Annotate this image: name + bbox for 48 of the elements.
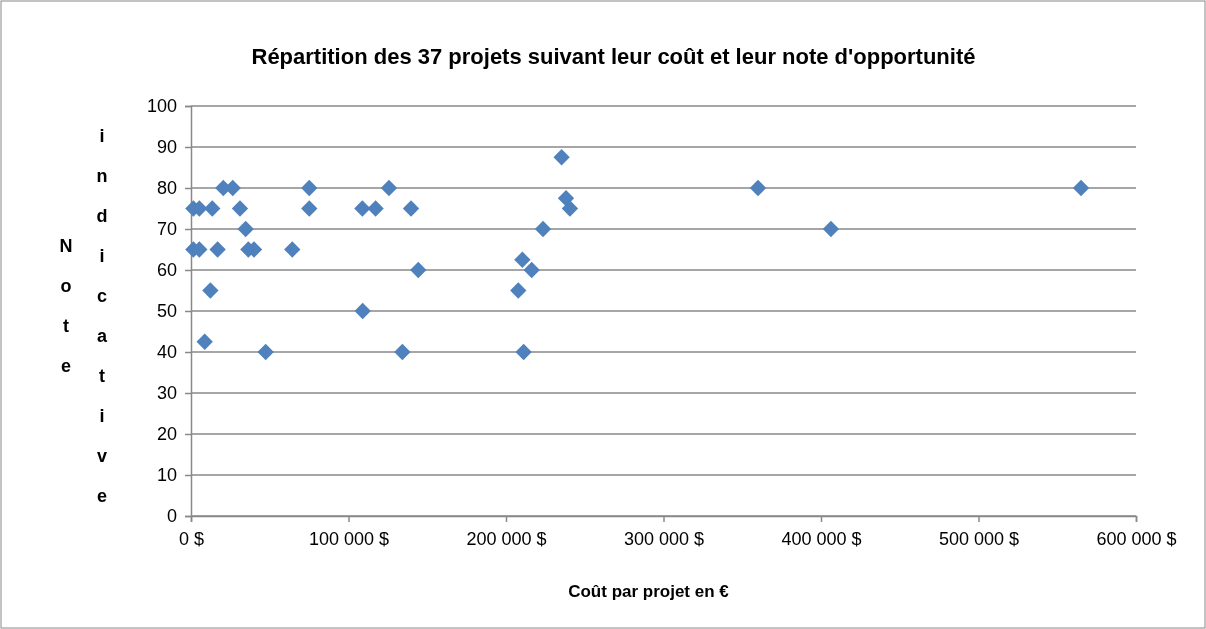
y-tick-label: 20 xyxy=(156,424,177,445)
y-tick-label: 0 xyxy=(166,506,177,527)
y-tick-label: 90 xyxy=(156,137,177,158)
x-tick-label: 400 000 $ xyxy=(781,528,862,549)
x-tick-label: 600 000 $ xyxy=(1096,528,1177,549)
y-tick-label: 70 xyxy=(156,219,177,240)
point xyxy=(394,343,411,361)
point xyxy=(231,200,249,217)
point xyxy=(510,282,527,299)
point xyxy=(202,282,219,299)
point xyxy=(822,220,840,238)
x-axis-title: Coût par projet en € xyxy=(568,582,730,601)
point xyxy=(301,179,318,197)
y-tick-label: 50 xyxy=(156,301,177,322)
point xyxy=(523,261,540,279)
x-tick-label: 300 000 $ xyxy=(623,528,705,549)
y-tick-label: 40 xyxy=(156,342,177,363)
point xyxy=(561,200,579,217)
y-tick-label: 60 xyxy=(156,260,177,281)
point xyxy=(402,200,420,217)
point xyxy=(354,302,371,320)
x-tick-label: 100 000 $ xyxy=(308,528,390,549)
y-tick-label: 10 xyxy=(156,465,177,486)
point xyxy=(367,200,384,217)
point xyxy=(380,179,398,197)
point xyxy=(1072,179,1090,197)
y-tick-label: 30 xyxy=(156,383,177,404)
point xyxy=(534,220,552,238)
point xyxy=(354,200,371,217)
point xyxy=(410,261,427,279)
point xyxy=(257,343,274,361)
point xyxy=(209,241,226,258)
y-tick-label: 80 xyxy=(156,178,177,199)
point xyxy=(237,220,254,238)
point xyxy=(284,241,301,258)
y-axis-title: Note indicative xyxy=(55,126,113,526)
point xyxy=(514,251,531,268)
point xyxy=(196,333,213,350)
chart-title: Répartition des 37 projets suivant leur coût et leur note d'opportunité xyxy=(251,44,976,69)
x-tick-label: 0 $ xyxy=(178,528,205,549)
point xyxy=(749,179,767,197)
x-tick-label: 500 000 $ xyxy=(938,528,1020,549)
point xyxy=(515,343,532,361)
point xyxy=(301,200,318,217)
point xyxy=(553,149,570,166)
x-tick-label: 200 000 $ xyxy=(466,528,547,549)
y-tick-label: 100 xyxy=(146,96,177,117)
point xyxy=(204,200,221,217)
